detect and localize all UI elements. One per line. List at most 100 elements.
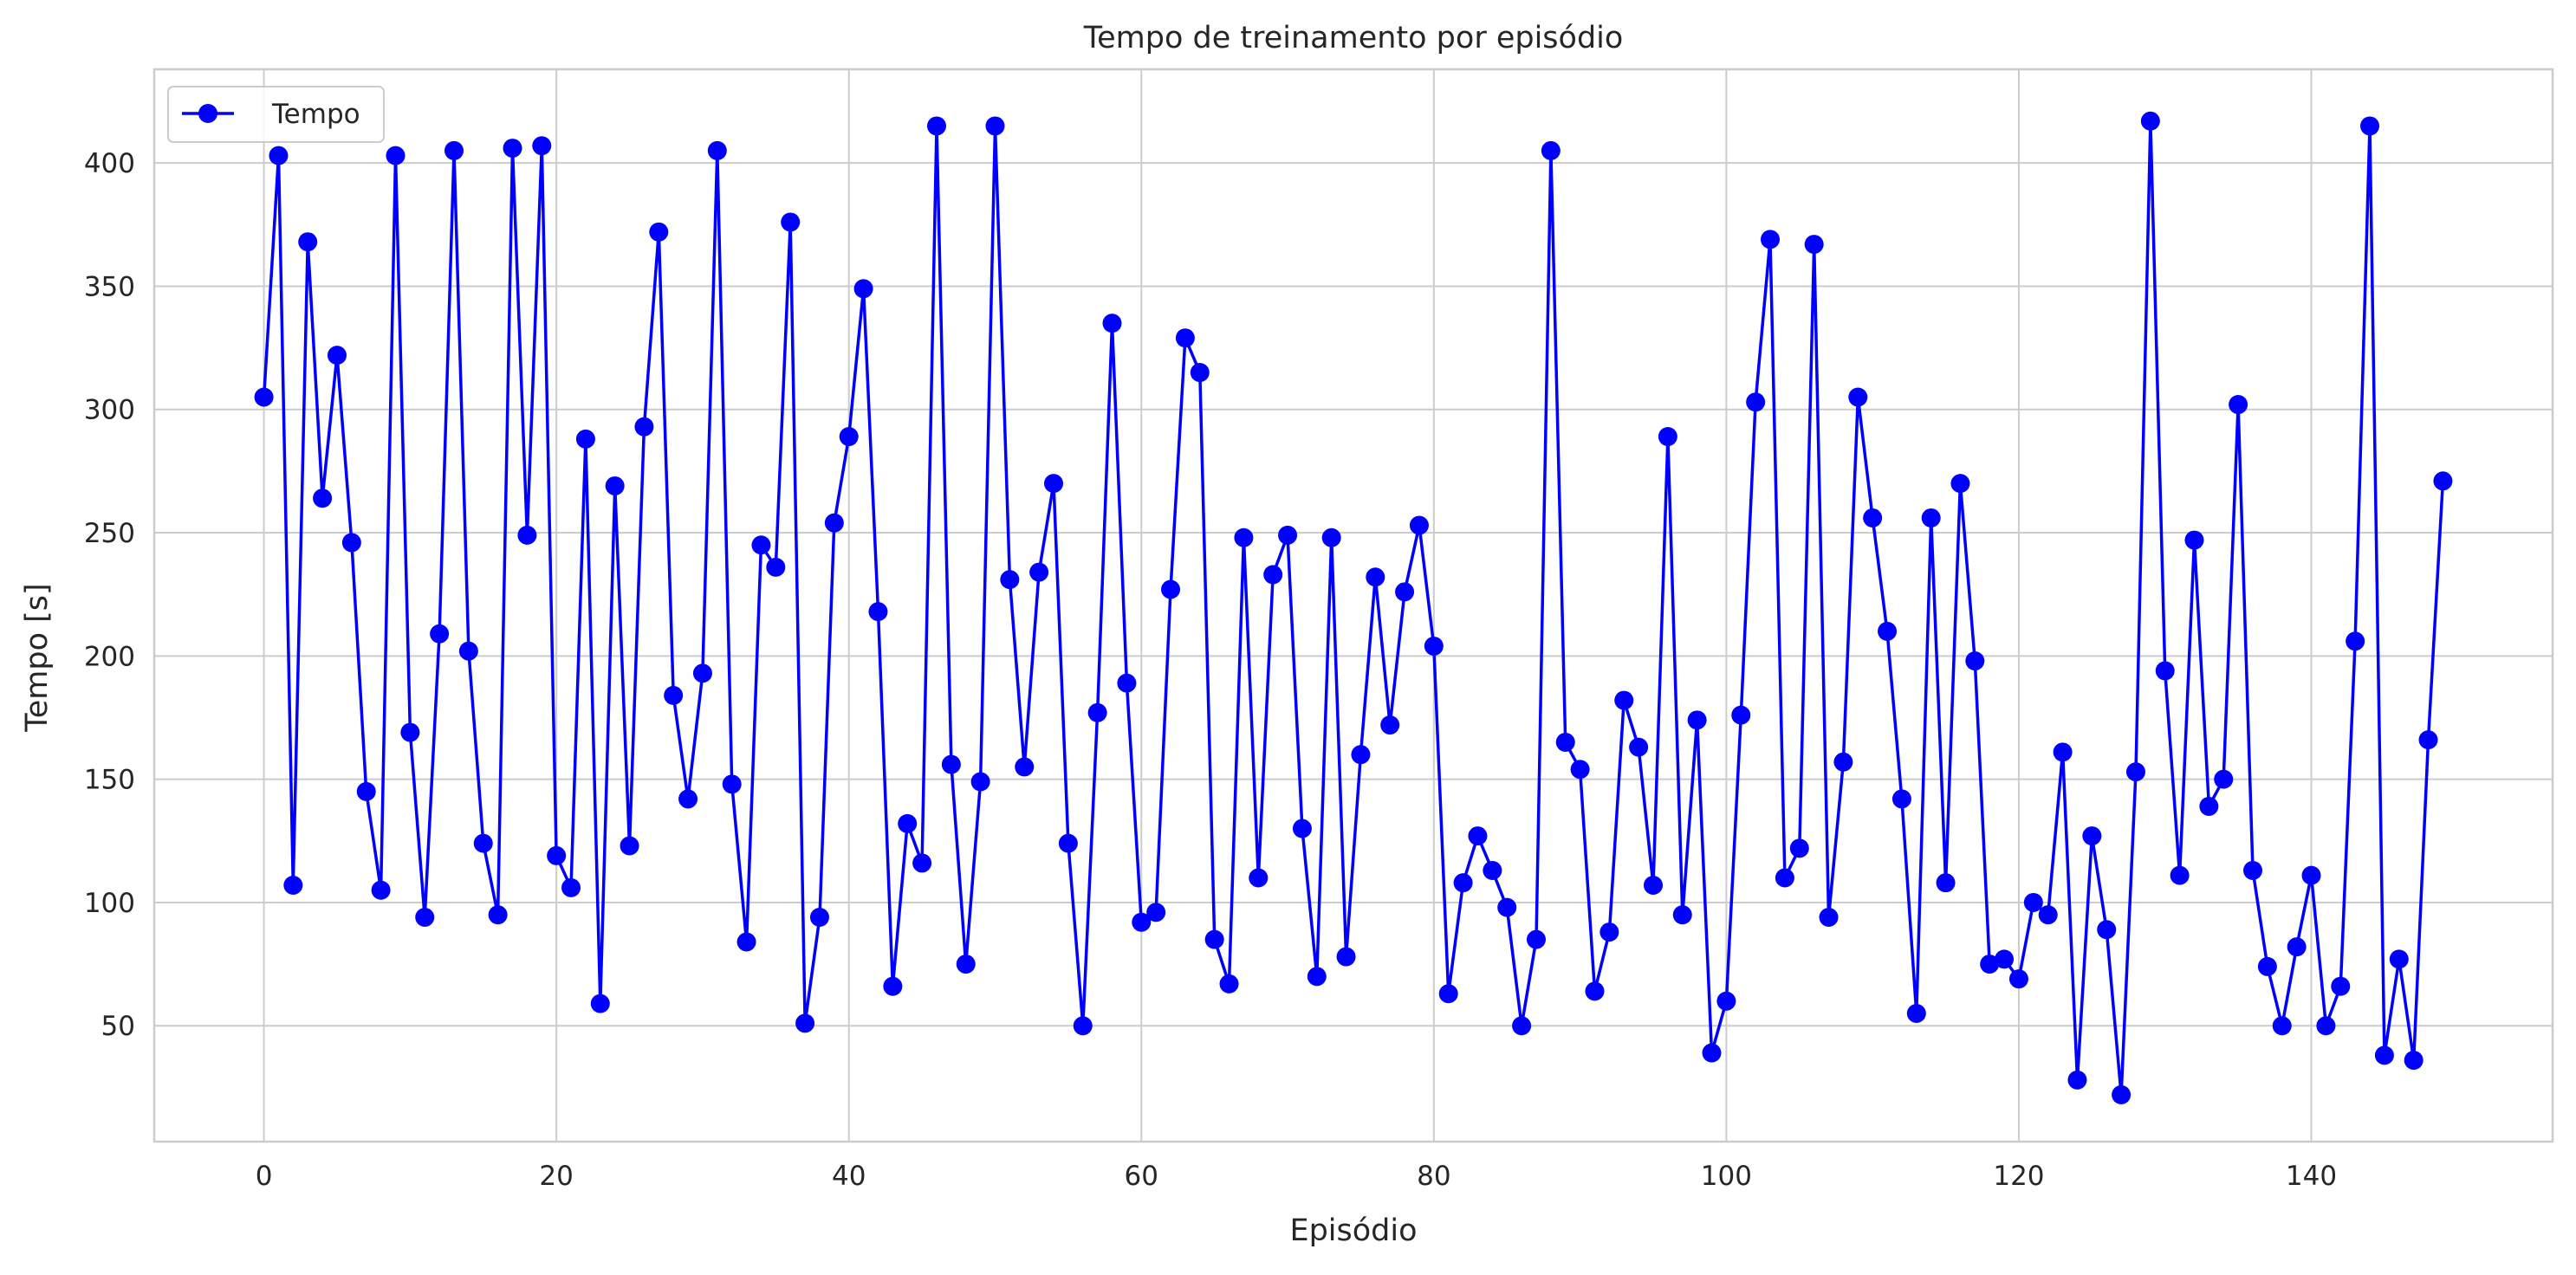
- data-point: [575, 429, 595, 449]
- data-point: [868, 602, 888, 622]
- data-point: [692, 663, 712, 683]
- data-point: [327, 346, 347, 366]
- data-point: [1512, 1016, 1532, 1036]
- data-point: [590, 993, 610, 1013]
- data-point: [2272, 1016, 2292, 1036]
- data-point: [1761, 230, 1781, 249]
- data-point: [620, 836, 639, 856]
- data-point: [283, 876, 303, 896]
- x-axis-label: Episódio: [1289, 1214, 1417, 1248]
- data-point: [2140, 111, 2160, 131]
- data-point: [1965, 651, 1985, 671]
- data-point: [1585, 981, 1605, 1001]
- grid-lines: [154, 69, 2553, 1142]
- data-point: [2184, 530, 2204, 550]
- data-point: [2082, 826, 2102, 846]
- data-point: [1789, 838, 1809, 858]
- data-point: [1716, 991, 1736, 1011]
- data-point: [341, 533, 361, 553]
- data-point: [1702, 1043, 1722, 1063]
- data-point: [1950, 474, 1970, 494]
- data-point: [2112, 1084, 2132, 1104]
- data-point: [2008, 969, 2028, 989]
- data-point: [1570, 760, 1590, 780]
- data-point: [722, 774, 742, 794]
- data-point: [1644, 876, 1663, 896]
- data-point: [1132, 912, 1152, 932]
- series-line: [262, 120, 2445, 1097]
- data-point: [2243, 860, 2262, 880]
- data-point: [1878, 621, 1898, 641]
- y-tick-label: 250: [84, 518, 135, 549]
- data-point: [1058, 833, 1078, 853]
- y-tick-label: 350: [84, 271, 135, 302]
- data-point: [561, 877, 581, 897]
- data-point: [1833, 752, 1853, 772]
- data-point: [1000, 570, 1020, 590]
- data-point: [1307, 967, 1327, 987]
- x-tick-label: 80: [1417, 1161, 1450, 1192]
- series-tempo: [254, 111, 2453, 1104]
- x-tick-label: 140: [2286, 1161, 2337, 1192]
- data-point: [1672, 905, 1692, 925]
- data-point: [1395, 582, 1415, 602]
- legend: Tempo: [167, 86, 385, 143]
- data-point: [1073, 1016, 1093, 1036]
- data-point: [1483, 860, 1502, 880]
- data-point: [1366, 567, 1385, 587]
- data-point: [1336, 947, 1356, 967]
- data-point: [2360, 116, 2380, 136]
- data-point: [751, 535, 771, 555]
- data-point: [2199, 796, 2219, 816]
- data-point: [678, 789, 698, 809]
- data-point: [1234, 527, 1254, 547]
- data-point: [1351, 745, 1371, 765]
- data-point: [2067, 1070, 2087, 1090]
- data-point: [503, 139, 522, 159]
- y-tick-label: 400: [84, 148, 135, 179]
- data-point: [2404, 1051, 2424, 1071]
- data-point: [1321, 527, 1341, 547]
- data-point: [1292, 819, 1312, 838]
- data-point: [400, 722, 420, 742]
- y-tick-label: 200: [84, 641, 135, 672]
- data-point: [970, 772, 990, 792]
- data-point: [1497, 897, 1517, 917]
- data-point: [766, 557, 786, 577]
- data-point: [2287, 937, 2307, 957]
- y-tick-label: 150: [84, 765, 135, 796]
- data-point: [430, 624, 450, 644]
- data-point: [1658, 427, 1677, 447]
- data-point: [1746, 392, 1766, 412]
- data-point: [269, 146, 289, 165]
- y-axis-label: Tempo [s]: [20, 583, 55, 732]
- data-point: [1995, 949, 2015, 969]
- data-point: [664, 685, 684, 705]
- data-point: [2257, 956, 2277, 976]
- data-point: [2316, 1016, 2336, 1036]
- data-point: [1117, 673, 1137, 693]
- data-point: [1146, 903, 1166, 922]
- data-point: [2023, 892, 2043, 912]
- data-point: [298, 232, 318, 252]
- data-point: [2389, 949, 2409, 969]
- data-point: [781, 212, 801, 232]
- data-point: [1219, 974, 1239, 993]
- data-point: [839, 427, 859, 447]
- data-point: [1541, 140, 1561, 160]
- data-point: [883, 976, 903, 996]
- data-point: [898, 813, 918, 833]
- data-point: [1438, 984, 1458, 1004]
- data-point: [2418, 730, 2438, 750]
- x-tick-label: 40: [832, 1161, 866, 1192]
- data-point: [1906, 1004, 1926, 1024]
- data-point: [2331, 976, 2351, 996]
- data-point: [795, 1013, 815, 1033]
- data-point: [1249, 868, 1269, 888]
- data-point: [649, 222, 669, 242]
- data-point: [1102, 314, 1122, 333]
- data-point: [1204, 929, 1224, 949]
- data-point: [313, 489, 333, 508]
- data-point: [2125, 762, 2145, 782]
- data-point: [824, 513, 844, 533]
